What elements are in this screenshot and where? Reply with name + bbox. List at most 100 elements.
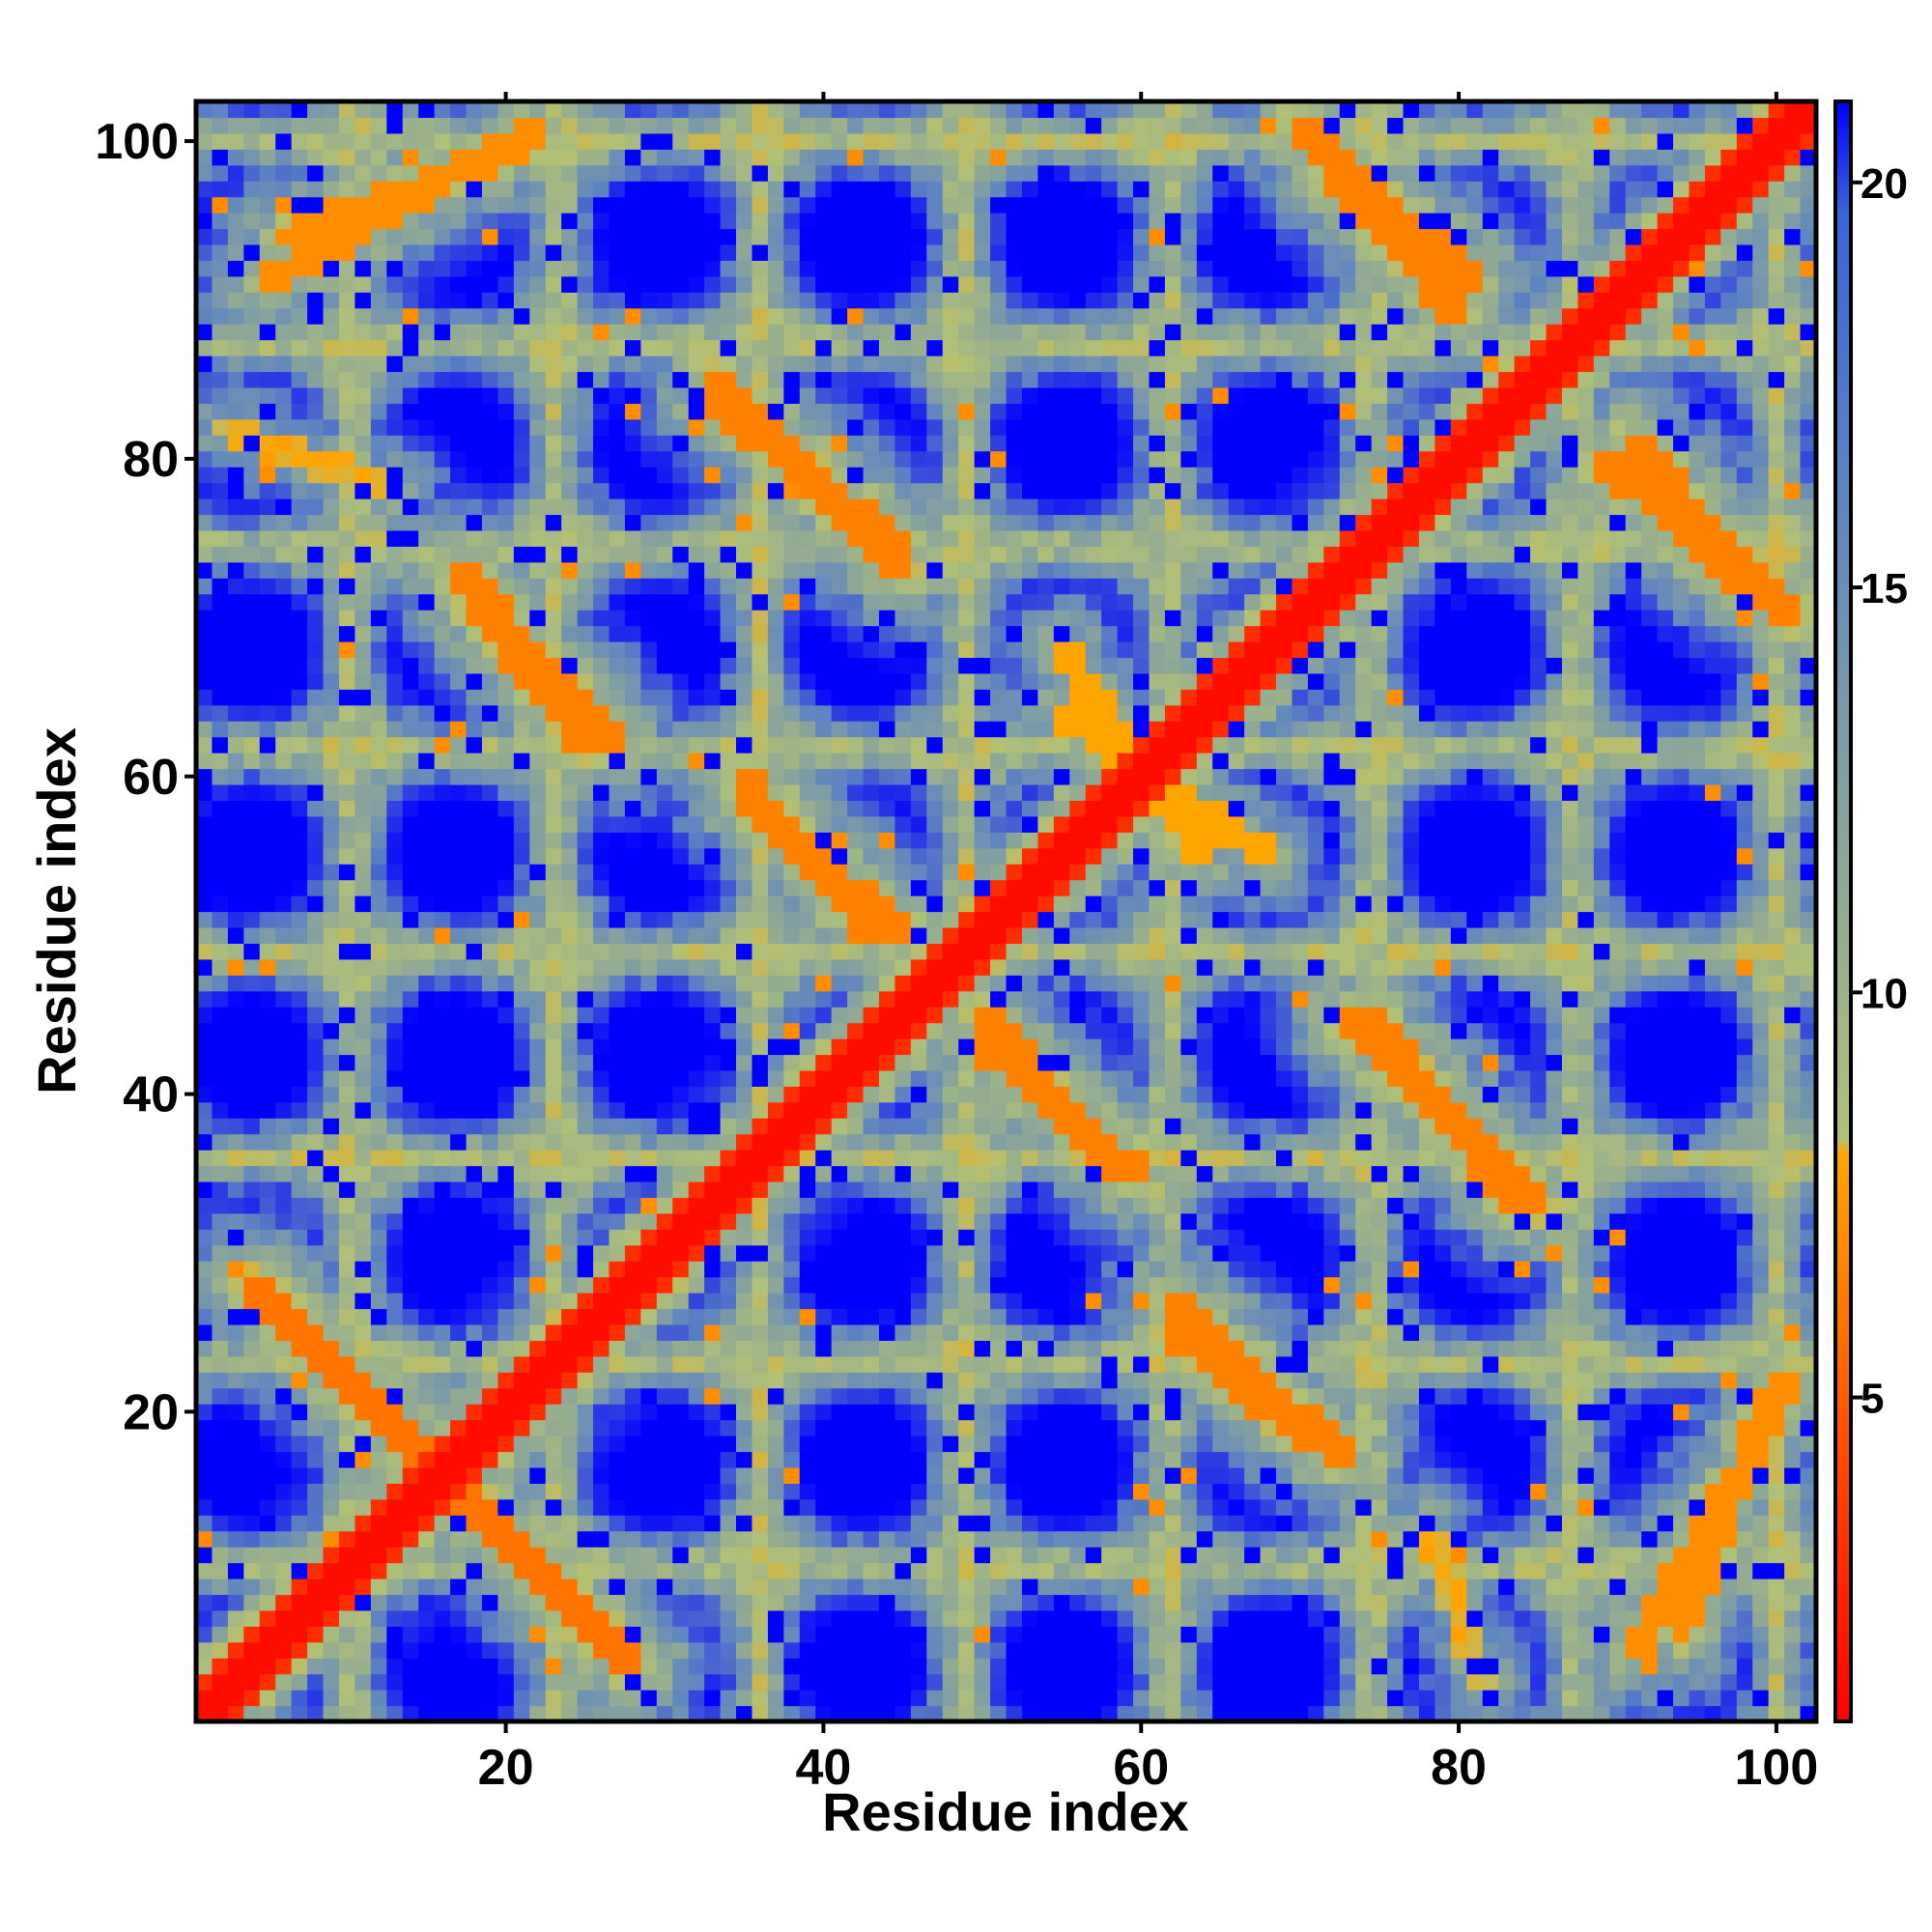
heatmap-cell xyxy=(418,1054,436,1071)
heatmap-cell xyxy=(942,879,959,896)
heatmap-cell xyxy=(434,1054,451,1071)
heatmap-cell xyxy=(863,1086,880,1103)
heatmap-cell xyxy=(958,1435,976,1453)
heatmap-cell xyxy=(243,1609,261,1627)
heatmap-cell xyxy=(577,371,594,388)
heatmap-cell xyxy=(640,1038,658,1056)
heatmap-cell xyxy=(323,132,340,150)
heatmap-cell xyxy=(720,1133,737,1151)
heatmap-cell xyxy=(561,1705,579,1722)
heatmap-cell xyxy=(481,546,498,563)
heatmap-cell xyxy=(624,1609,641,1627)
heatmap-cell xyxy=(910,704,927,722)
heatmap-cells xyxy=(196,101,1817,1722)
heatmap-cell xyxy=(338,1435,356,1453)
heatmap-cell xyxy=(752,1323,769,1342)
heatmap-cell xyxy=(736,418,753,436)
heatmap-cell xyxy=(497,721,515,738)
heatmap-cell xyxy=(466,371,483,388)
heatmap-cell xyxy=(434,418,451,436)
heatmap-cell xyxy=(434,181,451,198)
heatmap-cell xyxy=(704,243,722,262)
heatmap-cell xyxy=(212,101,229,119)
heatmap-cell xyxy=(323,546,340,563)
heatmap-cell xyxy=(672,1355,690,1373)
heatmap-cell xyxy=(561,815,579,833)
heatmap-cell xyxy=(307,1069,325,1087)
heatmap-cell xyxy=(386,1578,404,1596)
heatmap-cell xyxy=(466,243,483,262)
heatmap-cell xyxy=(418,1212,436,1230)
heatmap-cell xyxy=(672,958,690,976)
heatmap-cell xyxy=(688,117,705,134)
heatmap-cell xyxy=(323,292,340,309)
heatmap-cell xyxy=(291,1690,308,1707)
heatmap-cell xyxy=(767,895,784,913)
heatmap-cell xyxy=(338,243,356,262)
heatmap-cell xyxy=(227,1387,244,1405)
heatmap-cell xyxy=(640,435,658,452)
heatmap-cell xyxy=(672,1181,690,1199)
heatmap-cell xyxy=(370,1594,387,1611)
heatmap-cell xyxy=(704,260,722,277)
heatmap-cell xyxy=(609,1404,626,1421)
heatmap-cell xyxy=(355,1133,372,1151)
heatmap-cell xyxy=(275,1340,293,1357)
heatmap-cell xyxy=(243,1133,261,1151)
heatmap-cell xyxy=(561,1419,579,1436)
heatmap-cell xyxy=(323,1086,340,1103)
heatmap-cell xyxy=(513,546,530,563)
heatmap-cell xyxy=(259,1483,276,1500)
heatmap-cell xyxy=(577,1387,594,1405)
heatmap-cell xyxy=(323,578,340,595)
heatmap-cell xyxy=(275,386,293,404)
heatmap-cell xyxy=(481,1626,498,1643)
heatmap-cell xyxy=(640,450,658,468)
heatmap-cell xyxy=(386,578,404,595)
heatmap-cell xyxy=(529,847,547,865)
heatmap-cell xyxy=(307,783,325,802)
heatmap-cell xyxy=(895,1594,912,1611)
heatmap-cell xyxy=(656,895,673,913)
heatmap-cell xyxy=(212,1483,229,1500)
heatmap-cell xyxy=(196,1069,213,1087)
heatmap-cell xyxy=(402,101,419,119)
heatmap-cell xyxy=(609,1483,626,1500)
heatmap-cell xyxy=(418,275,436,293)
heatmap-cell xyxy=(243,1451,261,1468)
heatmap-cell xyxy=(752,736,769,753)
heatmap-cell xyxy=(434,260,451,277)
heatmap-cell xyxy=(243,657,261,674)
heatmap-cell xyxy=(418,260,436,277)
heatmap-cell xyxy=(212,1562,229,1579)
heatmap-cell xyxy=(609,1133,626,1151)
heatmap-cell xyxy=(196,355,213,373)
heatmap-cell xyxy=(355,1340,372,1357)
heatmap-cell xyxy=(815,498,833,516)
heatmap-cell xyxy=(418,1197,436,1214)
heatmap-cell xyxy=(783,593,801,611)
heatmap-cell xyxy=(720,243,737,262)
heatmap-cell xyxy=(259,371,276,388)
heatmap-cell xyxy=(799,1293,816,1310)
heatmap-cell xyxy=(450,196,468,213)
heatmap-cell xyxy=(338,1355,356,1373)
heatmap-cell xyxy=(767,371,784,388)
heatmap-cell xyxy=(624,783,641,802)
heatmap-cell xyxy=(561,1165,579,1182)
heatmap-cell xyxy=(926,498,944,516)
heatmap-cell xyxy=(656,1578,673,1596)
heatmap-cell xyxy=(227,1150,244,1167)
heatmap-cell xyxy=(291,753,308,770)
heatmap-cell xyxy=(942,1069,959,1087)
heatmap-cell xyxy=(370,1355,387,1373)
heatmap-cell xyxy=(815,1658,833,1675)
heatmap-cell xyxy=(783,1626,801,1643)
heatmap-cell xyxy=(434,1308,451,1325)
heatmap-cell xyxy=(307,1323,325,1342)
heatmap-cell xyxy=(593,1293,611,1310)
heatmap-cell xyxy=(656,1466,673,1484)
heatmap-cell xyxy=(720,721,737,738)
heatmap-cell xyxy=(513,990,530,1008)
heatmap-cell xyxy=(767,1498,784,1516)
